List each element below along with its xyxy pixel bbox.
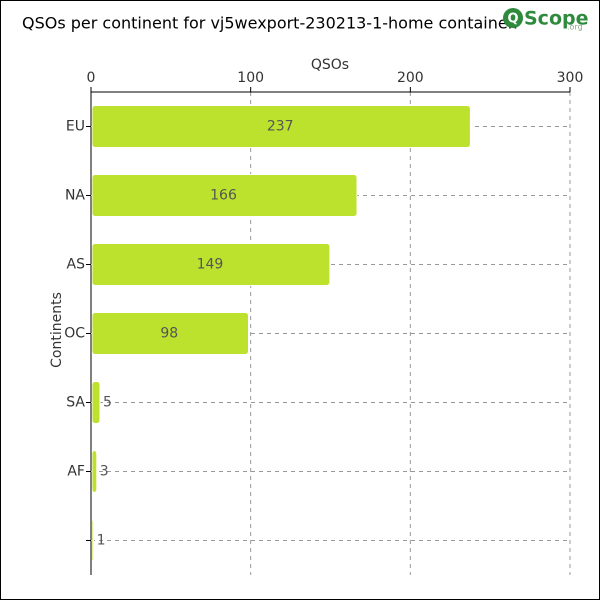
x-tick-label: 100 [237,70,264,86]
logo-suffix: .org [567,23,583,32]
value-label: 237 [267,119,294,135]
logo-globe [503,8,523,28]
y-tick-label: NA [65,188,85,204]
x-tick-label: 200 [397,70,424,86]
value-label: 98 [160,326,178,342]
y-tick-label: AF [67,464,85,480]
x-tick-label: 0 [87,70,96,86]
logo-text: Scope [524,8,589,30]
bar [91,450,98,493]
y-tick-label: SA [66,395,85,411]
bar [91,243,331,286]
value-label: 1 [97,533,106,549]
bar [91,519,95,562]
y-tick-label: OC [64,326,85,342]
logo-q: Q [507,12,518,27]
bar [91,105,471,148]
logo: Q Scope .org [503,8,589,32]
bar [91,174,358,217]
value-label: 5 [103,395,112,411]
x-tick-label: 300 [557,70,584,86]
x-axis-label: QSOs [311,57,349,73]
y-axis-label: Continents [49,292,65,368]
bar [91,312,249,355]
value-label: 3 [100,464,109,480]
chart-title: QSOs per continent for vj5wexport-230213… [22,14,518,33]
bar [91,381,101,424]
value-label: 149 [197,257,224,273]
value-label: 166 [210,188,237,204]
y-tick-label: AS [67,257,86,273]
y-tick-label: EU [66,119,85,135]
